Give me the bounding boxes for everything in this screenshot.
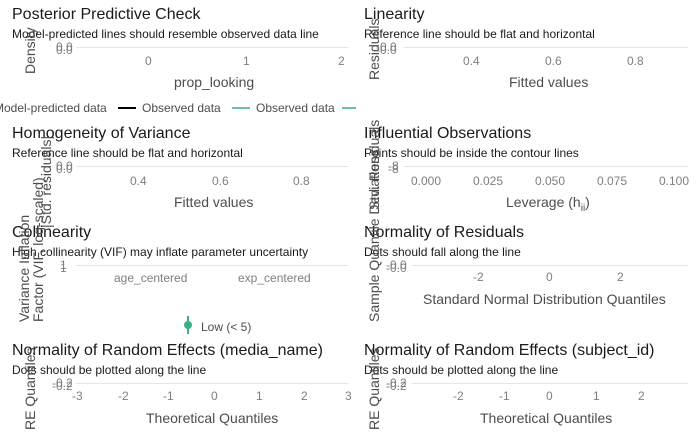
- axis-line: [76, 166, 348, 167]
- x-tick-label: 0.8: [293, 174, 310, 188]
- x-axis-label: Leverage (hii): [506, 194, 590, 217]
- x-tick-label: 0.000: [411, 174, 442, 188]
- y-tick-label: 0.0: [56, 162, 73, 176]
- x-tick-label: 0.025: [473, 174, 504, 188]
- panel-subtitle: Points should be inside the contour line…: [364, 146, 579, 160]
- x-tick-label: 0.6: [545, 54, 562, 68]
- y-tick-label: 1: [60, 258, 67, 272]
- y-tick-label: -0.2: [386, 379, 407, 393]
- x-tick-label: -2: [473, 270, 484, 284]
- panel-title: Normality of Random Effects (media_name): [12, 342, 323, 359]
- legend-key-low-point: [184, 321, 192, 329]
- panel-title: Posterior Predictive Check: [12, 6, 201, 23]
- axis-line: [76, 47, 348, 48]
- panel-title: Normality of Random Effects (subject_id): [364, 342, 655, 359]
- x-tick-label: 0: [211, 389, 218, 403]
- panel-title: Collinearity: [12, 224, 92, 241]
- y-tick-label: -0.0: [386, 261, 407, 275]
- x-tick-label: -3: [72, 389, 83, 403]
- x-tick-label: -2: [453, 389, 464, 403]
- x-axis-label-text: Leverage (h: [506, 194, 581, 210]
- x-tick-label: 0.100: [659, 174, 690, 188]
- legend-label: Observed data: [256, 101, 335, 115]
- x-tick-label: 1: [243, 54, 250, 68]
- y-tick-label: 0.0: [56, 40, 73, 54]
- panel-subtitle: High collinearity (VIF) may inflate para…: [12, 245, 309, 259]
- x-tick-label: 0.8: [627, 54, 644, 68]
- panel-subtitle: Dots should be plotted along the line: [12, 363, 207, 377]
- x-tick-label: -1: [163, 389, 174, 403]
- x-tick-label: 0.075: [597, 174, 628, 188]
- axis-line: [412, 383, 688, 384]
- x-tick-label: 0.050: [535, 174, 566, 188]
- panel-title: Influential Observations: [364, 125, 532, 142]
- x-tick-label: -2: [118, 389, 129, 403]
- x-tick-label: 1: [593, 389, 600, 403]
- y-tick-label: 0.0: [56, 43, 73, 57]
- y-tick-label: -0.0: [386, 258, 407, 272]
- x-tick-label: 0.4: [463, 54, 480, 68]
- panel-subtitle: Dots should be plotted along the line: [364, 363, 559, 377]
- axis-line: [76, 383, 348, 384]
- x-axis-label: Fitted values: [174, 194, 254, 210]
- x-tick-label: 3: [345, 389, 352, 403]
- y-tick-label: -0.0: [376, 43, 397, 57]
- legend-label: Low (< 5): [201, 320, 252, 334]
- panel-subtitle: Dots should fall along the line: [364, 245, 521, 259]
- y-tick-label: -8: [388, 162, 399, 176]
- panel-title: Normality of Residuals: [364, 224, 525, 241]
- legend-label: Model-predicted data: [0, 101, 107, 115]
- x-axis-label: Fitted values: [509, 74, 589, 90]
- x-tick-label: 2: [338, 54, 345, 68]
- x-tick-label: exp_centered: [238, 271, 311, 285]
- y-tick-label: -0.2: [386, 376, 407, 390]
- y-tick-label: -0.2: [52, 376, 73, 390]
- x-tick-label: 1: [256, 389, 263, 403]
- legend-label: Observed data: [142, 101, 221, 115]
- x-tick-label: 2: [617, 270, 624, 284]
- x-tick-label: 0.4: [130, 174, 147, 188]
- x-tick-label: 0: [546, 270, 553, 284]
- x-axis-label: Theoretical Quantiles: [480, 410, 613, 426]
- y-tick-label: 0.0: [56, 159, 73, 173]
- panel-title: Homogeneity of Variance: [12, 125, 191, 142]
- y-tick-label: -8: [388, 159, 399, 173]
- panel-subtitle: Reference line should be flat and horizo…: [364, 27, 595, 41]
- axis-line: [76, 265, 348, 266]
- x-tick-label: 0: [546, 389, 553, 403]
- x-axis-label-subscript: ii: [580, 202, 586, 214]
- panel-subtitle: Model-predicted lines should resemble ob…: [12, 27, 319, 41]
- x-tick-label: -1: [499, 389, 510, 403]
- x-tick-label: age_centered: [114, 271, 188, 285]
- x-axis-label: Standard Normal Distribution Quantiles: [423, 291, 666, 307]
- x-tick-label: 0.6: [212, 174, 229, 188]
- x-axis-label: prop_looking: [174, 74, 255, 90]
- axis-line: [404, 47, 688, 48]
- x-axis-label-end: ): [585, 194, 590, 210]
- x-axis-label: Theoretical Quantiles: [146, 410, 279, 426]
- panel-subtitle: Reference line should be flat and horizo…: [12, 146, 243, 160]
- y-tick-label: -0.2: [52, 379, 73, 393]
- axis-line: [412, 265, 688, 266]
- x-tick-label: 0: [145, 54, 152, 68]
- y-tick-label: 1: [60, 261, 67, 275]
- x-tick-label: 2: [301, 389, 308, 403]
- axis-line: [404, 166, 688, 167]
- y-tick-label: -0.0: [376, 40, 397, 54]
- panel-title: Linearity: [364, 6, 425, 23]
- x-tick-label: 2: [638, 389, 645, 403]
